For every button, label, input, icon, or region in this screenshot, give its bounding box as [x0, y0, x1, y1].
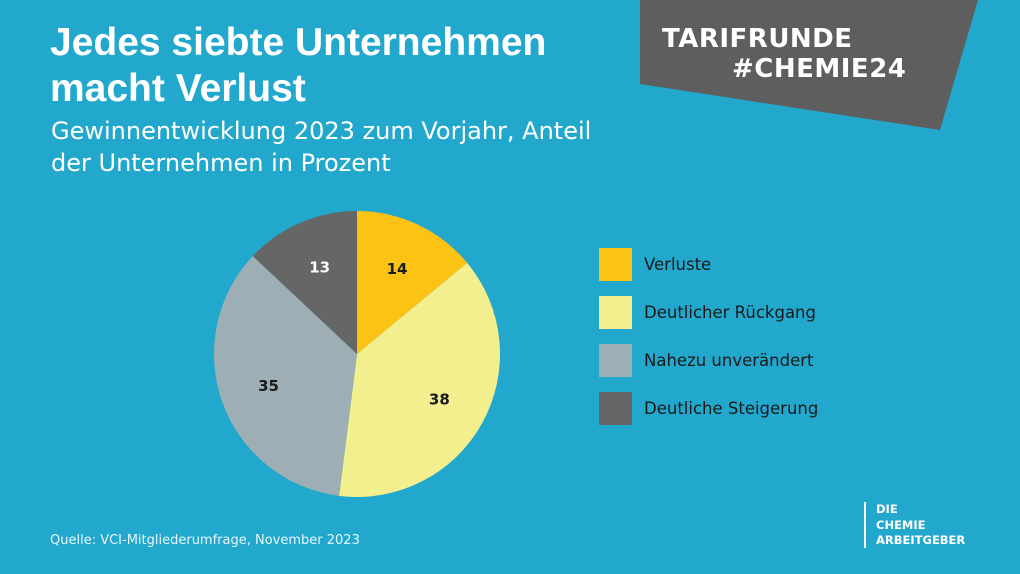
legend-label-2: Deutlicher Rückgang: [644, 302, 816, 322]
legend-swatch-4: [599, 391, 632, 425]
logo-bar: [864, 502, 866, 548]
pie-value-label-2: 38: [429, 390, 450, 408]
legend-label-1: Verluste: [644, 254, 712, 274]
pie-slice-4: [252, 211, 357, 354]
legend-item-3: Nahezu unverändert: [599, 343, 818, 377]
source-note: Quelle: VCI-Mitgliederumfrage, November …: [50, 533, 360, 548]
legend-label-4: Deutliche Steigerung: [644, 398, 819, 418]
chart-subtitle: Gewinnentwicklung 2023 zum Vorjahr, Ante…: [51, 117, 592, 177]
chart-title: Jedes siebte Unternehmen macht Verlust: [50, 21, 547, 110]
legend-swatch-3: [599, 343, 632, 377]
legend-swatch-2: [599, 295, 632, 329]
legend-item-1: Verluste: [599, 247, 818, 281]
pie-slice-3: [214, 256, 357, 496]
logo-line-1: DIE: [876, 502, 898, 516]
legend-swatch-1: [599, 247, 632, 281]
pie-slice-2: [339, 262, 501, 497]
banner-line-2: #CHEMIE24: [732, 54, 907, 84]
legend-item-4: Deutliche Steigerung: [599, 391, 818, 425]
corner-banner: [640, 0, 978, 130]
banner-shape: [640, 0, 978, 130]
banner-line-1: TARIFRUNDE: [662, 24, 853, 54]
legend-label-3: Nahezu unverändert: [644, 350, 814, 370]
banner-text: TARIFRUNDE #CHEMIE24: [662, 24, 922, 84]
pie-value-label-1: 14: [387, 260, 408, 278]
pie-value-label-4: 13: [309, 259, 330, 277]
logo-text: DIE CHEMIE ARBEITGEBER: [876, 502, 965, 549]
pie-value-label-3: 35: [258, 377, 279, 395]
logo-line-3: ARBEITGEBER: [876, 533, 966, 547]
pie-slice-1: [357, 211, 468, 354]
legend: Verluste Deutlicher Rückgang Nahezu unverä…: [599, 247, 818, 439]
legend-item-2: Deutlicher Rückgang: [599, 295, 818, 329]
logo-line-2: CHEMIE: [876, 517, 926, 532]
